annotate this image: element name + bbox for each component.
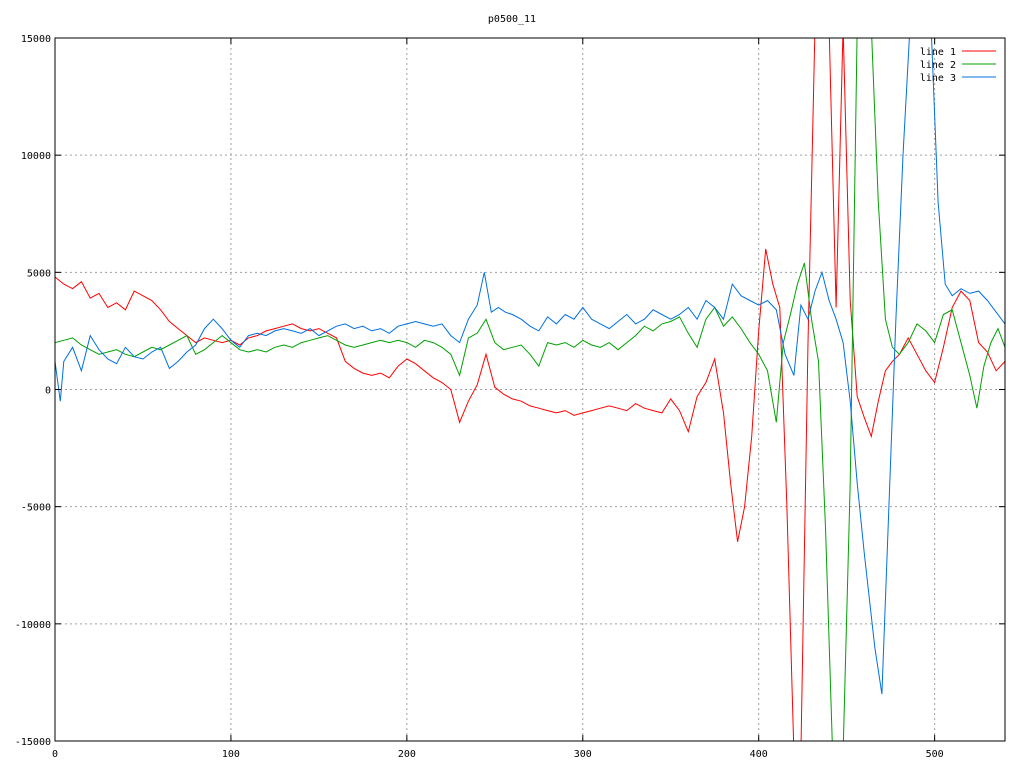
legend-label-2: line 2 (920, 60, 956, 71)
y-tick-label: 15000 (21, 34, 51, 45)
legend: line 1 line 2 line 3 (920, 47, 996, 84)
chart-title: p0500_11 (488, 14, 536, 25)
x-tick-label: 400 (750, 749, 768, 760)
legend-label-3: line 3 (920, 73, 956, 84)
x-tick-label: 200 (398, 749, 416, 760)
series-line-3 (55, 38, 1005, 695)
y-tick-label: 10000 (21, 151, 51, 162)
x-tick-label: 100 (222, 749, 240, 760)
x-tick-label: 0 (52, 749, 58, 760)
legend-label-1: line 1 (920, 47, 956, 58)
x-tick-label: 300 (574, 749, 592, 760)
axis-ticks: 0 100 200 300 400 500 -15000 -10000 -5000 0 5000 10… (15, 34, 1005, 760)
x-tick-label: 500 (926, 749, 944, 760)
y-tick-label: -15000 (15, 737, 51, 748)
series-lines (55, 38, 1005, 741)
y-tick-label: 5000 (27, 268, 51, 279)
grid-lines (55, 38, 1005, 741)
y-tick-label: 0 (45, 386, 51, 397)
y-tick-label: -5000 (21, 503, 51, 514)
y-tick-label: -10000 (15, 620, 51, 631)
series-line-2 (55, 38, 1005, 741)
